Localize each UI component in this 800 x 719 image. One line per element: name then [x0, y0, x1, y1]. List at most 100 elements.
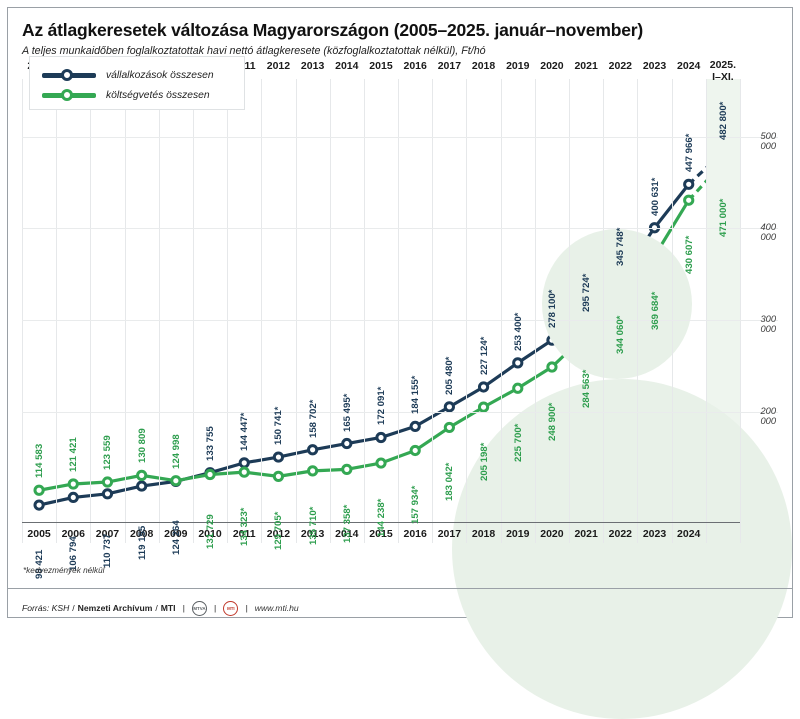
gridline-vertical [227, 79, 229, 543]
x-axis-label-top: 2019 [506, 60, 530, 72]
mti-logo-icon[interactable]: MTI [223, 600, 239, 616]
series-data-point[interactable] [648, 222, 661, 234]
x-axis-label-bottom: 2019 [506, 528, 530, 540]
gridline-vertical [705, 79, 707, 543]
legend-marker-line-icon [42, 89, 96, 101]
gridline-vertical [124, 79, 126, 543]
x-axis-label-bottom: 2017 [437, 528, 462, 540]
infographic-page: Az átlagkeresetek változása Magyarország… [7, 7, 793, 719]
series-data-point[interactable] [341, 463, 353, 475]
gridline-vertical [534, 79, 536, 543]
series-data-point[interactable] [272, 470, 285, 482]
gridline-vertical [261, 79, 263, 543]
gridline-horizontal [22, 136, 778, 138]
x-axis-label-top: 2024 [677, 60, 701, 72]
gridline-vertical [22, 79, 23, 543]
series-data-point[interactable] [238, 466, 250, 478]
series-data-point[interactable] [67, 478, 79, 490]
series-data-point[interactable] [341, 437, 353, 450]
x-axis-label-bottom: 2020 [540, 528, 564, 540]
series-data-point[interactable] [307, 444, 319, 456]
x-axis-label-bottom: 2005 [27, 528, 51, 540]
series-data-point[interactable] [67, 491, 79, 504]
data-point-label: 172 091* [376, 387, 387, 426]
mtva-logo-icon[interactable]: MTVA [191, 600, 207, 616]
series-data-point[interactable] [136, 469, 148, 481]
series-data-point[interactable] [512, 382, 524, 394]
x-axis-label-bottom: 2013 [300, 528, 325, 540]
data-point-label: 114 583 [34, 444, 46, 479]
series-data-point[interactable] [683, 178, 695, 190]
gridline-vertical [671, 79, 673, 543]
gridline-vertical [158, 79, 160, 543]
series-data-point[interactable] [443, 421, 455, 434]
data-point-label: 130 809 [136, 428, 148, 464]
data-point-label: 430 607* [683, 235, 695, 275]
x-axis-label-top: 2020 [540, 60, 564, 72]
data-point-label: 150 741* [273, 406, 285, 446]
series-data-point[interactable] [272, 451, 285, 463]
data-point-label: 471 000* [717, 198, 729, 238]
legend-label-1: költségvetés összesen [106, 89, 210, 101]
series-data-point[interactable] [512, 357, 524, 369]
gridline-vertical [466, 79, 468, 543]
gridline-vertical [603, 79, 605, 543]
x-axis-label-top: 2014 [335, 60, 359, 72]
data-point-label: 225 700* [512, 423, 524, 463]
data-point-label: 137 358* [341, 504, 353, 544]
decorative-blob [452, 379, 792, 719]
data-point-label: 133 755 [205, 425, 217, 461]
footer-url[interactable]: www.mti.hu [254, 603, 299, 613]
x-axis-label-top: 2022 [608, 60, 632, 72]
series-data-point[interactable] [101, 476, 114, 488]
series-data-point[interactable] [409, 444, 421, 457]
x-axis-label-top: 2016 [403, 60, 427, 72]
x-axis-label-top: 2023 [642, 60, 667, 72]
footer-pipe-1: | [182, 603, 185, 613]
series-data-point[interactable] [375, 457, 387, 469]
legend-item-0[interactable]: vállalkozások összesen [42, 67, 214, 83]
x-axis-label-bottom: 2006 [61, 528, 85, 540]
data-point-label: 284 563* [581, 369, 593, 409]
series-data-point[interactable] [307, 465, 319, 477]
x-axis-label-bottom: 2010 [198, 528, 222, 540]
gridline-horizontal [22, 411, 778, 413]
series-data-point[interactable] [33, 499, 45, 511]
data-point-label: 131 729 [205, 513, 217, 549]
series-data-point[interactable] [204, 468, 216, 481]
series-data-point[interactable] [477, 381, 490, 393]
series-data-point[interactable] [546, 361, 558, 373]
chart-plot-area: 200 000 300 000 400 000 500 000 2005 2006 2007… [22, 59, 792, 719]
gridline-vertical [329, 79, 331, 543]
series-data-point[interactable] [409, 420, 421, 433]
series-data-point[interactable] [170, 475, 182, 487]
gridline-vertical [56, 79, 58, 543]
series-data-point[interactable] [136, 480, 148, 492]
footer-source-prefix: Forrás: [22, 603, 50, 613]
gridline-vertical [637, 79, 639, 543]
data-point-label: 123 559 [102, 435, 114, 471]
data-point-label: 345 748* [615, 227, 627, 267]
x-axis-label-bottom: 2011 [232, 528, 256, 540]
x-axis-label-top: 2018 [471, 60, 496, 72]
data-point-label: 165 495* [341, 393, 353, 432]
x-axis-label-bottom: 2024 [677, 528, 701, 540]
gridline-horizontal [22, 320, 778, 322]
series-data-point[interactable] [375, 431, 387, 444]
series-data-point[interactable] [238, 457, 250, 469]
series-data-point[interactable] [101, 488, 114, 500]
series-data-point[interactable] [443, 401, 455, 413]
footer-sep-2: / [155, 603, 158, 613]
page-subtitle: A teljes munkaidőben foglalkoztatottak h… [22, 45, 486, 57]
series-data-point[interactable] [33, 484, 45, 496]
data-point-label: 135 710* [307, 506, 319, 545]
legend-label-0: vállalkozások összesen [106, 69, 214, 81]
series-data-point[interactable] [683, 194, 695, 206]
data-point-label: 134 323* [239, 507, 251, 547]
chart-footnote: *kedvezmények nélkül [23, 566, 105, 575]
series-data-point[interactable] [477, 401, 490, 413]
footer: Forrás: KSH / Nemzeti Archívum / MTI | M… [22, 598, 299, 618]
legend-item-1[interactable]: költségvetés összesen [42, 87, 210, 103]
data-point-label: 205 198* [478, 442, 490, 482]
data-point-label: 482 800* [717, 101, 729, 141]
